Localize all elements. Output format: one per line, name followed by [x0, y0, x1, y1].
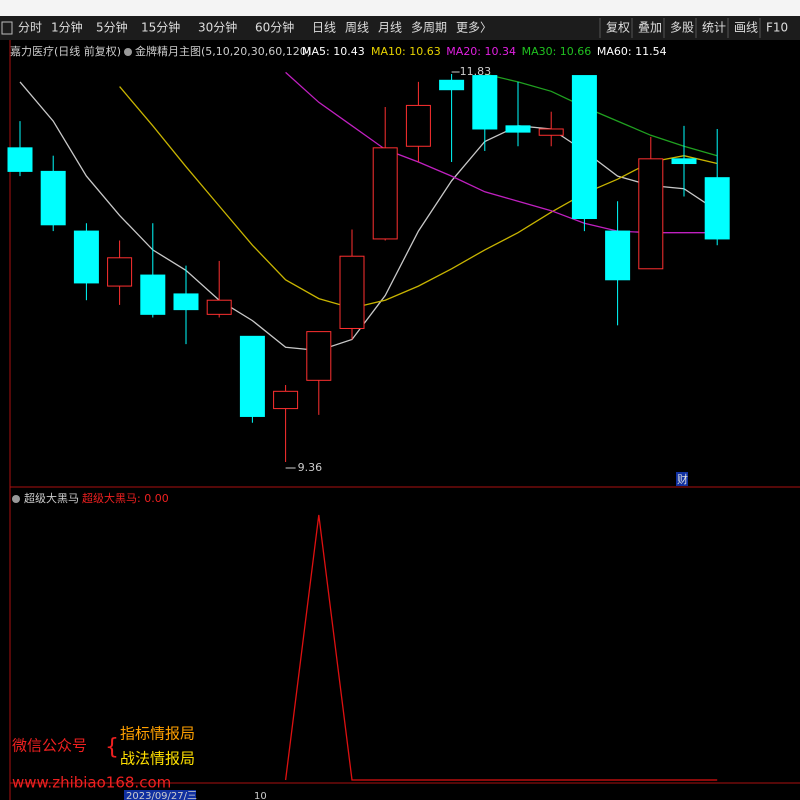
sub-value: 超级大黑马: 0.00 — [82, 491, 169, 505]
candle-body — [605, 230, 631, 281]
ma-legend: MA20: 10.34 — [446, 45, 516, 58]
indicator-line — [284, 514, 718, 781]
ma-line — [19, 81, 718, 352]
ma-line — [119, 86, 718, 309]
candle-body — [704, 177, 730, 240]
date-box — [124, 790, 196, 800]
toolbar-button[interactable]: 叠加 — [638, 21, 662, 35]
toolbar-button[interactable]: 15分钟 — [141, 20, 180, 35]
event-marker[interactable]: 财 — [677, 472, 688, 486]
ma-legend: MA60: 11.54 — [597, 45, 667, 58]
candle-body — [273, 390, 299, 410]
candle-body — [73, 230, 99, 284]
indicator-icon — [124, 48, 132, 56]
toolbar-button[interactable]: 1分钟 — [51, 20, 83, 35]
watermark-left: 微信公众号 — [12, 737, 87, 755]
candle-body — [538, 128, 564, 136]
low-label: 9.36 — [298, 461, 323, 474]
candle-body — [239, 335, 265, 417]
toolbar-button[interactable]: 多股 — [670, 21, 694, 35]
toolbar-button[interactable]: 复权 — [606, 21, 630, 35]
toolbar-button[interactable]: 5分钟 — [96, 20, 128, 35]
candle-body — [638, 158, 664, 270]
toolbar-button[interactable]: 日线 — [312, 21, 336, 35]
indicator-name: 金牌精月主图(5,10,20,30,60,120) — [135, 44, 311, 58]
toolbar-button[interactable]: 60分钟 — [255, 20, 294, 35]
candle-body — [505, 125, 531, 133]
candle-body — [140, 274, 166, 315]
toolbar-button[interactable]: 更多〉 — [456, 21, 492, 35]
toolbar-button[interactable]: 统计 — [702, 21, 726, 35]
candle-body — [671, 158, 697, 165]
menu-icon[interactable] — [1, 21, 13, 35]
candle-body — [206, 299, 232, 315]
toolbar-button[interactable]: 分时 — [18, 21, 42, 35]
toolbar — [0, 16, 800, 40]
ma-legend: MA30: 10.66 — [522, 45, 592, 58]
candle-body — [372, 147, 398, 240]
ma-line — [484, 73, 718, 157]
candle-body — [439, 79, 465, 91]
toolbar-button[interactable]: 30分钟 — [198, 20, 237, 35]
event-box — [676, 472, 688, 486]
candle-body — [7, 147, 33, 172]
candle-body — [472, 75, 498, 130]
candle-body — [40, 170, 66, 226]
candle-body — [306, 331, 332, 381]
toolbar-button[interactable]: 月线 — [378, 21, 402, 35]
candle-body — [339, 255, 365, 329]
candle-body — [107, 257, 133, 287]
toolbar-button[interactable]: 画线 — [734, 21, 758, 35]
toolbar-button[interactable]: F10 — [766, 21, 788, 35]
top-strip — [0, 0, 800, 16]
x-label: 2023/09/27/三 — [126, 791, 197, 800]
toolbar-button[interactable]: 多周期 — [411, 21, 447, 35]
watermark-right: 指标情报局 — [120, 725, 195, 743]
indicator-icon — [12, 495, 20, 503]
toolbar-button[interactable]: 周线 — [345, 21, 369, 35]
high-label: 11.83 — [460, 65, 492, 78]
sub-title: 超级大黑马 — [24, 491, 79, 505]
candle-body — [571, 75, 597, 220]
ma-legend: MA5: 10.43 — [302, 45, 365, 58]
brace: { — [105, 735, 119, 760]
x-label: 10 — [254, 791, 267, 800]
candle-body — [405, 104, 431, 147]
watermark-right: 战法情报局 — [120, 750, 195, 768]
watermark-url: www.zhibiao168.com — [12, 774, 171, 792]
ma-legend: MA10: 10.63 — [371, 45, 441, 58]
candle-body — [173, 293, 199, 311]
stock-name: 嘉力医疗(日线 前复权) — [10, 44, 121, 58]
